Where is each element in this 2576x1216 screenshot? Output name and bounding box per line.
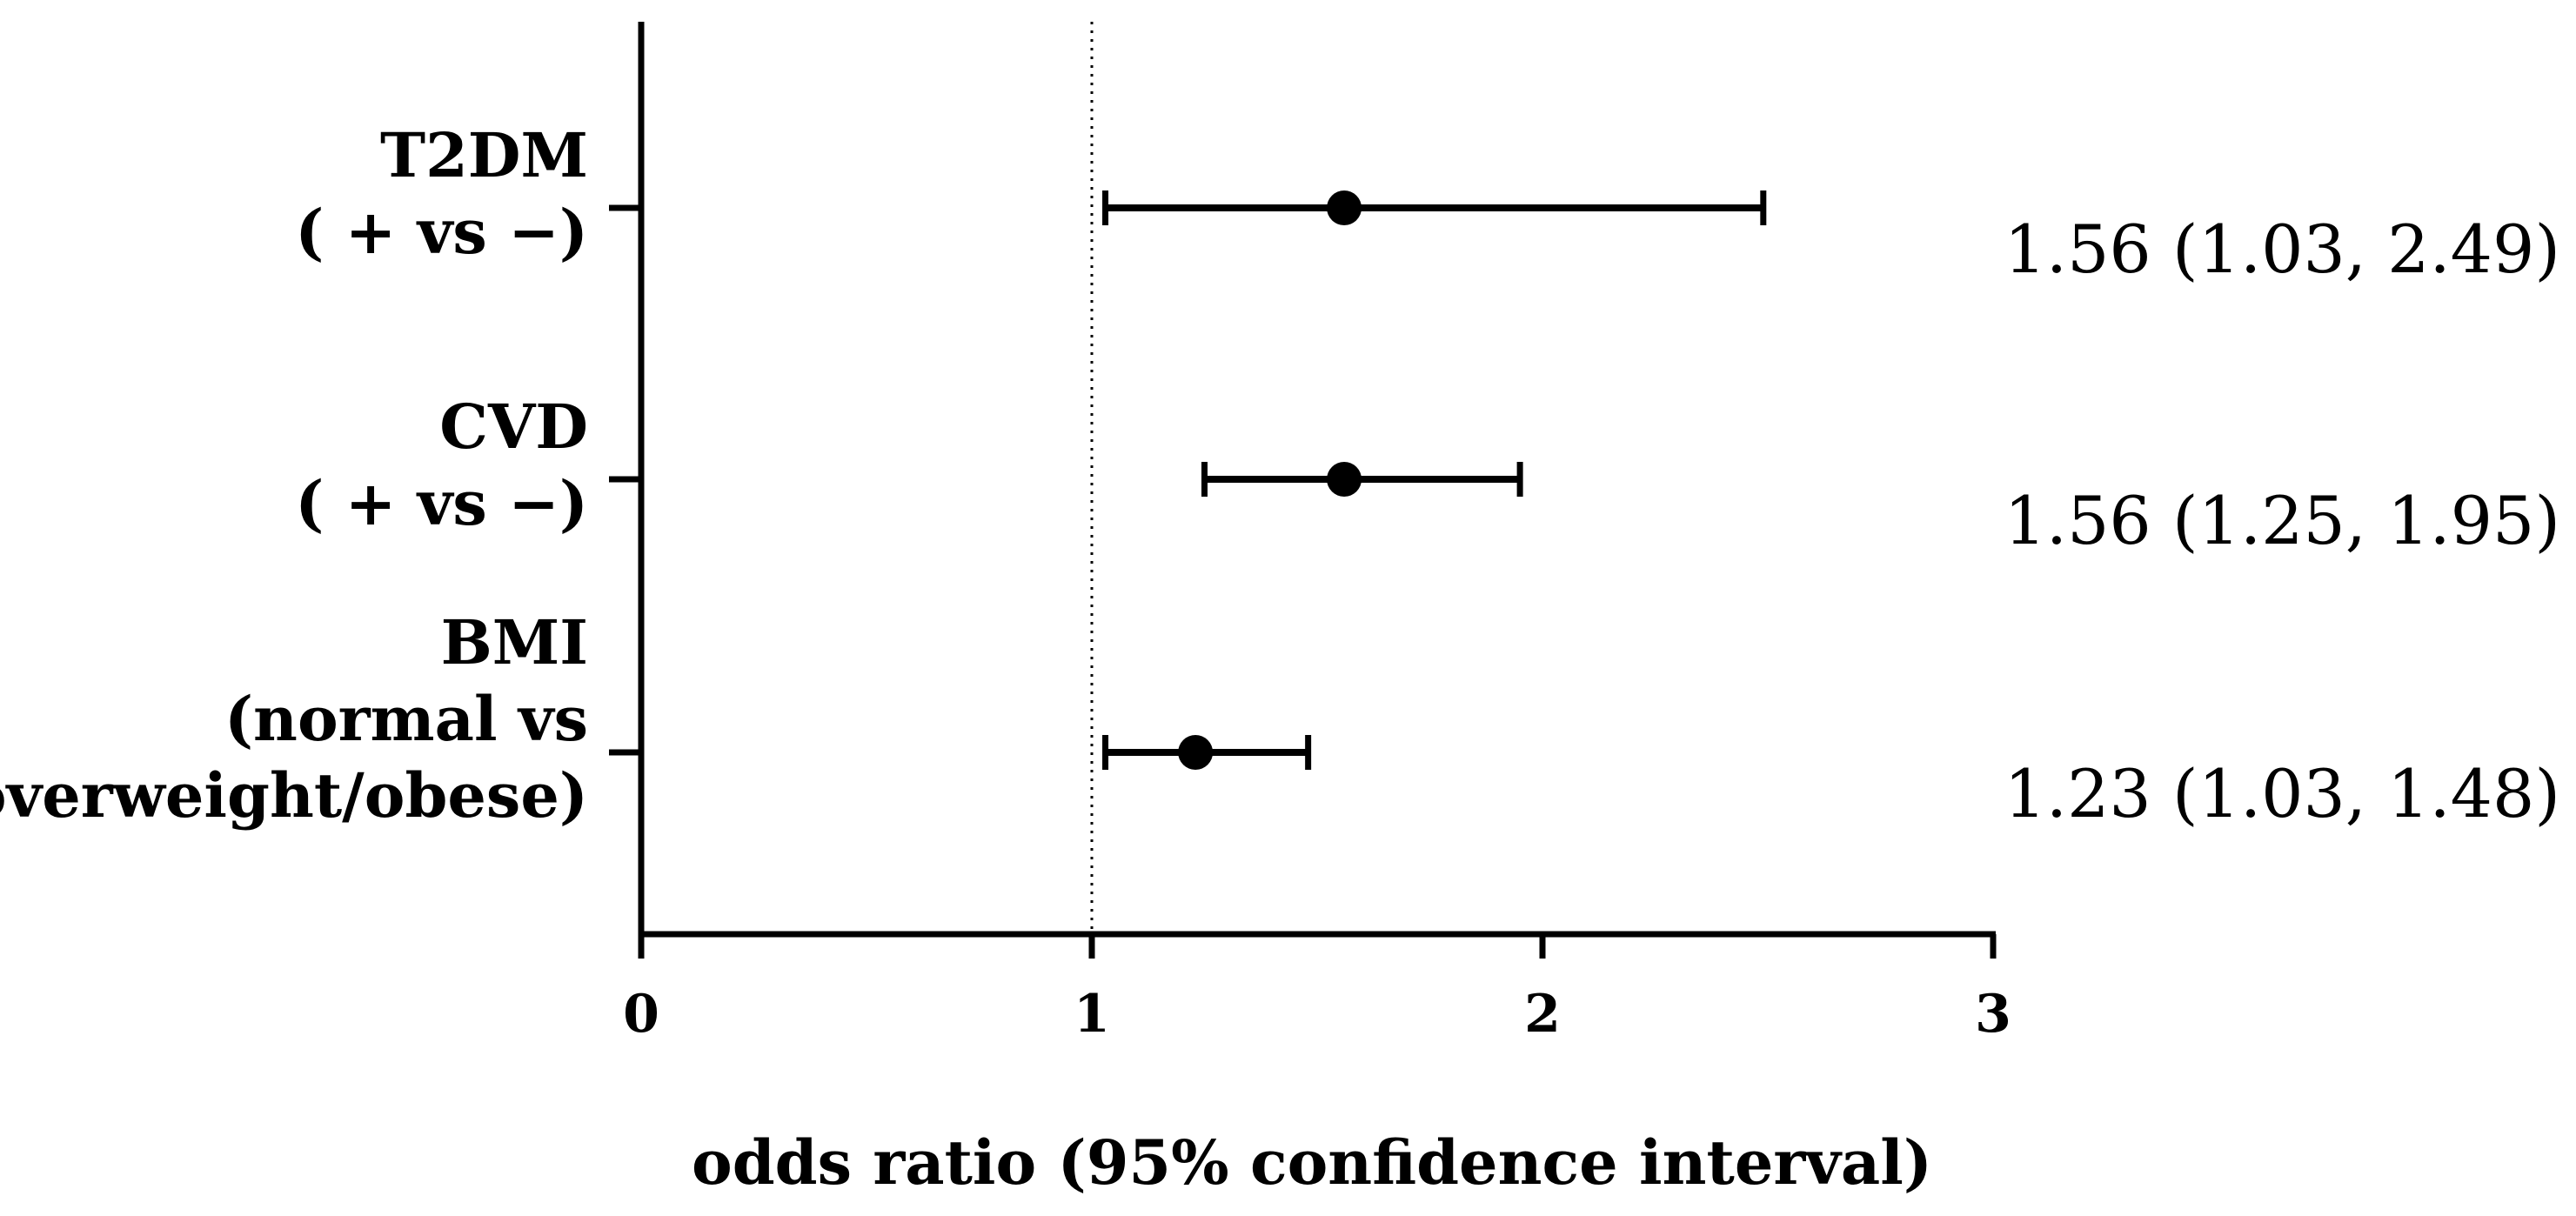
point-estimate: [1327, 190, 1362, 225]
x-tick-label: 1: [1074, 984, 1110, 1045]
x-tick-label: 3: [1975, 984, 2011, 1045]
category-label: BMI: [441, 606, 588, 678]
forest-row: CVD( + vs −) 1.56 (1.25, 1.95): [295, 391, 2560, 559]
category-label: ( + vs −): [295, 196, 588, 268]
category-label: (normal vs: [224, 683, 588, 755]
category-label: T2DM: [380, 119, 588, 191]
value-label: 1.23 (1.03, 1.48): [2004, 755, 2560, 832]
point-estimate: [1327, 462, 1362, 497]
point-estimate: [1178, 735, 1214, 770]
x-axis-label: odds ratio (95% confidence interval): [692, 1126, 1932, 1199]
x-tick-label: 0: [623, 984, 659, 1045]
category-label: ( + vs −): [295, 467, 588, 539]
category-label: overweight/obese): [0, 759, 588, 832]
category-label: CVD: [439, 391, 588, 463]
x-tick-label: 2: [1524, 984, 1561, 1045]
value-label: 1.56 (1.03, 2.49): [2004, 210, 2560, 288]
x-ticks: 0 1 2 3: [623, 934, 2011, 1045]
forest-row: T2DM( + vs −) 1.56 (1.03, 2.49): [295, 119, 2560, 288]
value-label: 1.56 (1.25, 1.95): [2004, 482, 2560, 559]
forest-rows: T2DM( + vs −) 1.56 (1.03, 2.49)CVD( + vs …: [0, 119, 2560, 832]
